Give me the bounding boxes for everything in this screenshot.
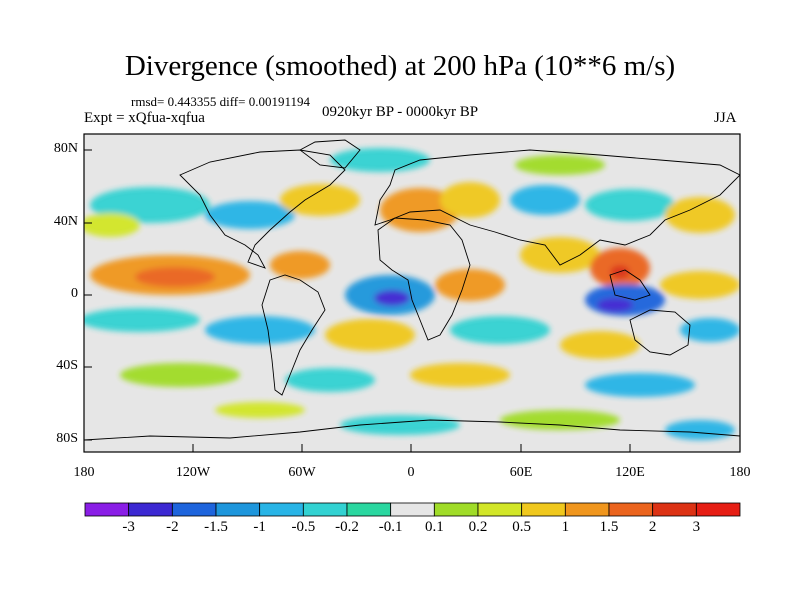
lon-label-60e: 60E (509, 465, 533, 480)
colorbar-box (521, 502, 566, 517)
field-blob (205, 316, 315, 344)
field-blob (560, 331, 640, 359)
south-america-outline (261, 274, 326, 396)
field-blob (285, 368, 375, 392)
field-blob (440, 182, 500, 218)
lat-label-80n: 80N (53, 141, 78, 156)
field-blob (215, 402, 305, 418)
colorbar-box (390, 502, 435, 517)
axis-ticks (83, 149, 741, 452)
colorbar-box (608, 502, 654, 517)
colorbar-label: -0.2 (335, 519, 359, 535)
field-blob (135, 267, 215, 287)
field-blob (585, 189, 675, 221)
maritime-continent-outline (609, 269, 651, 301)
australia-outline (629, 309, 691, 356)
colorbar-label: -0.1 (378, 519, 403, 535)
colorbar-label: 0.2 (468, 519, 488, 535)
lat-label-40s: 40S (56, 358, 78, 373)
field-blob (450, 316, 550, 344)
field-blob (270, 251, 330, 279)
field-blob (280, 184, 360, 216)
colorbar-box (259, 502, 304, 517)
colorbar-box (346, 502, 392, 517)
lon-label-120w: 120W (175, 465, 211, 480)
colorbar (84, 502, 741, 517)
field-blob (660, 271, 740, 299)
lon-label-180e: 180 (729, 465, 751, 480)
field-blob (120, 363, 240, 387)
colorbar-label: 1 (561, 519, 570, 535)
map-frame (83, 133, 741, 453)
colorbar-box (652, 502, 697, 517)
season-label: JJA (714, 110, 737, 126)
colorbar-label: -2 (166, 519, 179, 535)
field-blob (325, 319, 415, 351)
field-blob (380, 188, 460, 232)
field-blob (374, 290, 410, 306)
colorbar-label: -3 (122, 519, 135, 535)
colorbar-box (302, 502, 348, 517)
colorbar-label: 0.1 (424, 519, 444, 535)
colorbar-box (695, 502, 741, 517)
colorbar-box (128, 502, 173, 517)
colorbar-box (171, 502, 217, 517)
colorbar-box (564, 502, 610, 517)
antarctica-outline (84, 419, 740, 441)
colorbar-box (84, 502, 130, 517)
colorbar-label: 2 (648, 519, 657, 535)
lat-label-80s: 80S (56, 431, 78, 446)
greenland-outline (299, 139, 361, 169)
field-blob (665, 197, 735, 233)
colorbar-label: -1.5 (204, 519, 228, 535)
colorbar-label: 3 (692, 519, 701, 535)
colorbar-box (433, 502, 479, 517)
field-blob (515, 155, 605, 175)
field-blob (585, 373, 695, 397)
field-blob (410, 363, 510, 387)
colorbar-box (477, 502, 523, 517)
field-blob (665, 420, 735, 440)
lon-label-180w: 180 (73, 465, 95, 480)
colorbar-label: -0.5 (291, 519, 316, 535)
field-blob (680, 318, 740, 342)
field-blob (84, 308, 200, 332)
lat-label-40n: 40N (53, 214, 78, 229)
colorbar-label: 1.5 (599, 519, 619, 535)
map-title: Divergence (smoothed) at 200 hPa (10**6 … (124, 50, 676, 82)
period-label: 0920kyr BP - 0000kyr BP (322, 104, 479, 120)
field-blob (510, 185, 580, 215)
eurasia-outline (374, 149, 740, 266)
field-blob (435, 269, 505, 301)
colorbar-box (215, 502, 261, 517)
field-blob (205, 201, 295, 229)
lon-label-0: 0 (407, 465, 415, 480)
africa-outline (377, 217, 471, 341)
colorbar-label: -1 (253, 519, 266, 535)
field-blob (597, 298, 633, 312)
coastlines (84, 139, 740, 441)
experiment-label: Expt = xQfua-xqfua (84, 110, 205, 126)
field-blob (500, 410, 620, 430)
lat-label-0: 0 (71, 286, 78, 301)
lon-label-120e: 120E (615, 465, 645, 480)
stats-text: rmsd= 0.443355 diff= 0.00191194 (131, 94, 310, 109)
field-blob (520, 237, 600, 273)
lon-label-60w: 60W (288, 465, 316, 480)
field-blob (84, 213, 140, 237)
colorbar-label: 0.5 (512, 519, 532, 535)
